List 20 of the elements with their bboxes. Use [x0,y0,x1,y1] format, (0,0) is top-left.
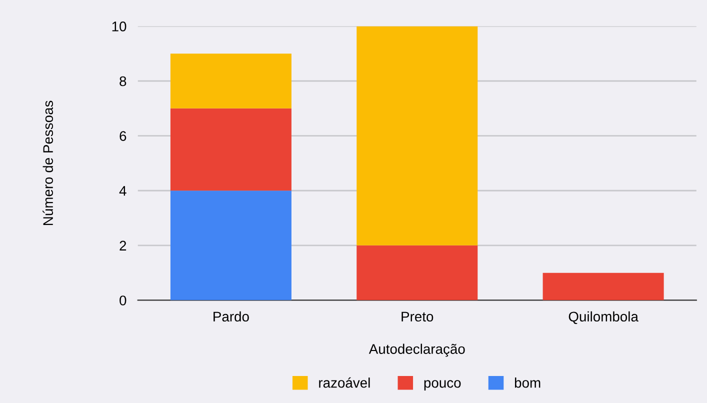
bar [170,54,292,108]
y-tick-label: 8 [120,76,126,86]
bar [356,245,478,300]
y-tick-label: 2 [120,240,126,250]
y-tick-label: 10 [112,22,126,32]
legend-label: bom [514,378,540,388]
y-tick-label: 0 [120,296,126,306]
legend-label: pouco [424,380,461,390]
legend-label: razoável [319,377,370,388]
bar [356,26,478,246]
bar [542,272,664,300]
x-tick-label: Preto [402,312,434,322]
y-tick-label: 6 [120,131,126,141]
x-tick-label: Pardo [214,311,249,322]
y-tick-label: 4 [119,186,126,196]
bar [170,190,292,300]
x-axis-title: Autodeclaração [368,344,465,357]
bar [170,108,292,191]
x-tick-label: Quilombola [568,311,638,324]
y-axis-title: Número de Pessoas [42,100,54,225]
